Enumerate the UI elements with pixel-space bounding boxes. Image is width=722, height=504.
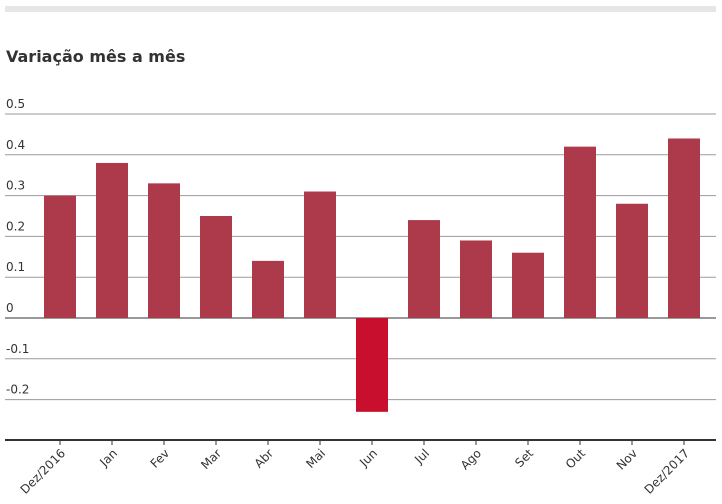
y-tick-label: 0.4 [6,138,25,152]
bar [252,260,284,318]
y-tick-label: -0.1 [6,342,29,356]
x-tick-label: Abr [252,446,277,471]
bar [668,138,700,318]
y-tick-label: 0.3 [6,179,25,193]
y-tick-label: -0.2 [6,383,29,397]
y-tick-label: 0.2 [6,219,25,233]
x-tick-label: Jul [411,446,432,467]
bar [304,191,336,318]
bar [356,318,388,412]
bar [96,162,128,318]
x-tick-label: Jan [96,446,120,470]
chart-title: Variação mês a mês [6,47,186,66]
x-tick-label: Out [563,446,588,471]
bar [616,203,648,318]
bar [200,216,232,318]
x-tick-label: Dez/2016 [18,446,69,497]
bar [460,240,492,318]
bar [148,183,180,318]
bar [408,220,440,318]
x-tick-label: Fev [148,446,173,471]
x-tick-label: Dez/2017 [642,446,693,497]
x-tick-label: Mar [198,446,224,472]
y-tick-label: 0 [6,301,14,315]
top-divider-bar [5,6,716,12]
y-tick-label: 0.5 [6,97,25,111]
bar [44,195,76,318]
bar [564,146,596,318]
x-tick-label: Nov [614,446,640,472]
x-tick-label: Set [512,446,536,470]
x-tick-label: Jun [356,446,380,470]
x-tick-label: Ago [458,446,484,472]
y-tick-label: 0.1 [6,260,25,274]
bar [512,252,544,318]
x-tick-label: Mai [303,446,328,471]
